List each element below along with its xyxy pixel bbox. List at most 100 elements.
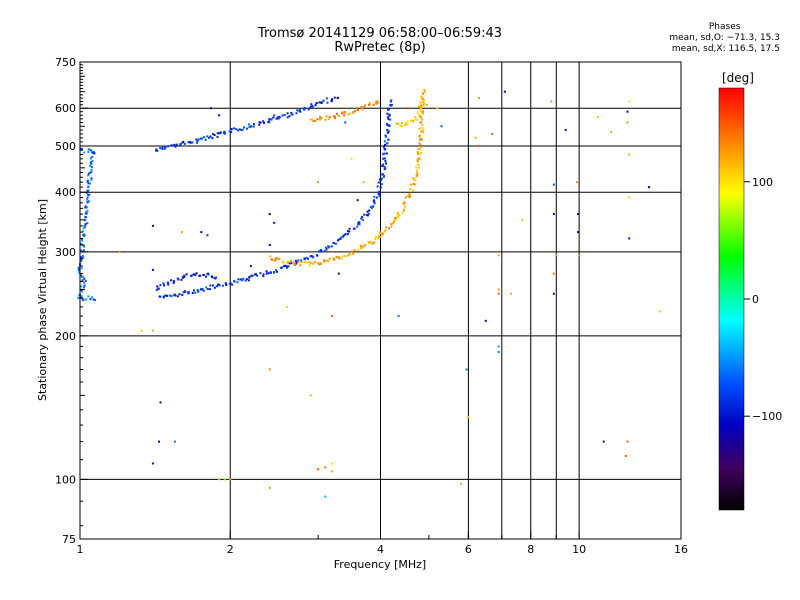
trace-point <box>341 111 344 114</box>
trace-point <box>300 259 303 262</box>
trace-point <box>271 259 274 262</box>
trace-point <box>85 211 88 214</box>
trace-point <box>216 283 219 286</box>
trace-point <box>243 126 246 129</box>
trace-point <box>81 279 84 282</box>
trace-point <box>202 289 205 292</box>
trace-point <box>308 264 311 267</box>
trace-point <box>388 113 391 116</box>
trace-point <box>368 209 371 212</box>
trace-point <box>417 163 420 166</box>
trace-point <box>418 101 421 104</box>
x-tick-label: 4 <box>377 543 384 556</box>
trace-point <box>86 189 89 192</box>
trace-point <box>372 103 375 106</box>
trace-point <box>419 143 422 146</box>
trace-point <box>420 152 423 155</box>
trace-point <box>265 270 268 273</box>
trace-point <box>414 118 417 121</box>
trace-point <box>398 214 401 217</box>
trace-point <box>377 235 380 238</box>
trace-point <box>81 238 84 241</box>
trace-point <box>332 242 335 245</box>
y-tick-label: 500 <box>55 140 76 153</box>
trace-point <box>298 108 301 111</box>
scatter-point <box>577 213 580 216</box>
scatter-point <box>151 224 154 227</box>
trace-point <box>409 183 412 186</box>
trace-point <box>419 115 422 118</box>
trace-point <box>286 116 289 119</box>
trace-point <box>225 283 228 286</box>
trace-point <box>381 173 384 176</box>
chart-subtitle: RwPretec (8p) <box>334 40 426 55</box>
x-axis-label: Frequency [MHz] <box>334 558 426 571</box>
trace-point <box>418 135 421 138</box>
trace-point <box>371 242 374 245</box>
trace-point <box>389 104 392 107</box>
trace-point <box>377 101 380 104</box>
trace-point <box>90 178 93 181</box>
trace-point <box>81 275 84 278</box>
scatter-point <box>465 368 468 371</box>
trace-point <box>408 194 411 197</box>
trace-point <box>386 116 389 119</box>
trace-point <box>322 99 325 102</box>
trace-point <box>309 118 312 121</box>
trace-point <box>396 212 399 215</box>
trace-point <box>84 216 87 219</box>
trace-point <box>328 257 331 260</box>
colorbar-label: [deg] <box>722 71 754 85</box>
colorbar: [deg] 100 0 −100 <box>718 71 782 511</box>
trace-point <box>351 250 354 253</box>
trace-point <box>197 290 200 293</box>
trace-point <box>286 261 289 264</box>
scatter-point <box>151 329 154 332</box>
trace-point <box>156 285 159 288</box>
trace-point <box>312 119 315 122</box>
trace-point <box>280 266 283 269</box>
trace-point <box>297 259 300 262</box>
trace-point <box>316 101 319 104</box>
trace-point <box>376 237 379 240</box>
trace-point <box>167 283 170 286</box>
trace-point <box>86 180 89 183</box>
trace-point <box>346 232 349 235</box>
trace-point <box>422 92 425 95</box>
trace-point <box>325 248 328 251</box>
trace-point <box>80 242 83 245</box>
trace-point <box>400 121 403 124</box>
trace-point <box>80 285 83 288</box>
scatter-point <box>436 107 439 110</box>
trace-point <box>384 159 387 162</box>
trace-point <box>262 120 265 123</box>
trace-point <box>239 278 242 281</box>
trace-point <box>250 274 253 277</box>
trace-point <box>82 256 85 259</box>
trace-point <box>267 272 270 275</box>
trace-point <box>382 157 385 160</box>
trace-point <box>388 124 391 127</box>
x-tick-label: 6 <box>465 543 472 556</box>
trace-point <box>309 255 312 258</box>
scatter-point <box>140 329 143 332</box>
scatter-point <box>610 130 613 133</box>
trace-point <box>395 218 398 221</box>
colorbar-tick-label: −100 <box>752 410 782 423</box>
scatter-point <box>151 462 154 465</box>
trace-point <box>401 125 404 128</box>
trace-point <box>82 249 85 252</box>
trace-point <box>360 105 363 108</box>
trace-point <box>165 145 168 148</box>
data-points <box>77 89 661 538</box>
scatter-point <box>577 231 580 234</box>
scatter-point <box>578 254 581 257</box>
trace-point <box>77 297 80 300</box>
trace-point <box>287 265 290 268</box>
trace-point <box>170 295 173 298</box>
trace-point <box>366 210 369 213</box>
trace-point <box>196 289 199 292</box>
scatter-point <box>658 310 661 313</box>
trace-point <box>363 245 366 248</box>
trace-point <box>385 226 388 229</box>
